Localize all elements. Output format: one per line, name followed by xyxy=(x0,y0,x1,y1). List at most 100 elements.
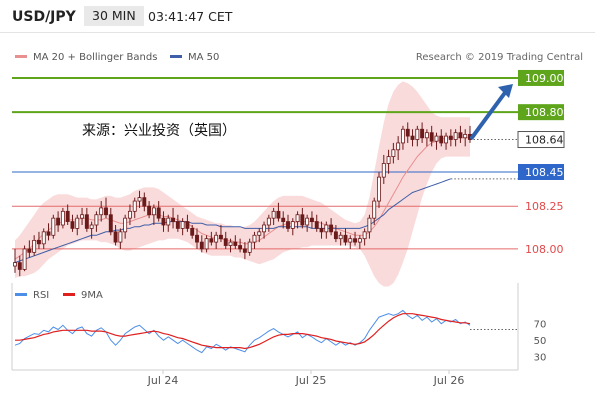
candle-body xyxy=(113,231,118,243)
price-label-box-108.64 xyxy=(517,131,565,149)
candle-body xyxy=(147,205,152,216)
candle-body xyxy=(132,200,137,212)
candle-body xyxy=(367,217,372,233)
candle-body xyxy=(41,231,46,245)
candle-body xyxy=(156,207,161,219)
candle-body xyxy=(185,221,190,229)
candle-body xyxy=(214,234,219,243)
candle-body xyxy=(108,214,113,233)
candle-body xyxy=(324,224,329,233)
x-axis-ticks: Jul 24 Jul 25 Jul 26 xyxy=(147,370,465,387)
ma9-legend-swatch xyxy=(63,293,75,296)
candle-body xyxy=(195,234,199,243)
candle-body xyxy=(271,210,276,219)
rsi-panel: 70 50 30 xyxy=(14,309,547,364)
candle-body xyxy=(453,132,458,140)
candle-body xyxy=(353,238,358,243)
candle-body xyxy=(329,224,334,233)
candle-body xyxy=(338,234,343,240)
candle-body xyxy=(142,197,147,207)
time-label: 03:41:47 CET xyxy=(148,9,233,24)
price-label-109.00: 109.00 xyxy=(525,72,564,85)
candle-body xyxy=(381,163,386,178)
candle-body xyxy=(223,238,228,246)
candle-body xyxy=(32,239,37,253)
candle-body xyxy=(429,132,434,142)
candle-body xyxy=(319,228,324,233)
price-label-108.45: 108.45 xyxy=(525,166,564,179)
price-panel: 109.00 108.80 108.64 108.45 108.25 108.00 xyxy=(12,69,565,287)
rsi-tick-50: 50 xyxy=(534,336,547,347)
candle-body xyxy=(391,149,396,158)
candle-body xyxy=(400,128,405,144)
candle-body xyxy=(228,241,233,246)
candle-body xyxy=(209,238,214,243)
candle-body xyxy=(60,210,65,226)
price-label-108.00: 108.00 xyxy=(525,243,564,256)
symbol-label: USD/JPY xyxy=(12,9,76,25)
candle-body xyxy=(51,217,56,236)
candle-body xyxy=(420,128,425,139)
target-arrow-shaft xyxy=(470,87,509,140)
candle-body xyxy=(46,231,51,236)
ma20-line xyxy=(14,137,470,260)
target-arrow-head xyxy=(498,83,513,98)
timeframe-button[interactable]: 30 MIN xyxy=(84,6,144,26)
candle-body xyxy=(218,234,223,240)
rsi-legend-label: RSI xyxy=(33,290,49,301)
price-label-box-108.80 xyxy=(518,104,564,121)
candle-body xyxy=(199,241,204,250)
price-label-108.25: 108.25 xyxy=(525,200,564,213)
rsi-tick-70: 70 xyxy=(534,320,547,331)
candle-body xyxy=(386,156,391,164)
candle-body xyxy=(22,248,27,270)
rsi-tick-30: 30 xyxy=(534,353,547,364)
candle-body xyxy=(444,135,449,144)
candle-body xyxy=(415,128,420,140)
candle-body xyxy=(27,248,32,253)
price-label-box-108.45 xyxy=(518,164,564,180)
ma20-legend-label: MA 20 + Bollinger Bands xyxy=(33,52,157,63)
candle-body xyxy=(286,221,290,229)
x-tick-label: Jul 25 xyxy=(295,374,327,387)
copyright-label: Research © 2019 Trading Central xyxy=(416,52,583,63)
candle-body xyxy=(17,262,22,270)
candle-body xyxy=(276,210,281,219)
candle-body xyxy=(242,248,247,253)
candle-body xyxy=(137,197,142,202)
candle-body xyxy=(238,245,243,250)
candle-body xyxy=(252,234,257,243)
candle-body xyxy=(84,214,89,229)
candle-body xyxy=(247,241,252,253)
candle-body xyxy=(180,221,185,229)
ma9-legend-label: 9MA xyxy=(81,290,103,301)
rsi-series-9ma xyxy=(15,313,471,350)
ma50-legend-swatch xyxy=(170,55,182,58)
candle-body xyxy=(357,238,362,243)
candle-body xyxy=(290,221,295,229)
x-tick-label: Jul 26 xyxy=(433,374,465,387)
candle-body xyxy=(300,214,305,226)
candle-body xyxy=(56,217,61,226)
candle-body xyxy=(13,262,17,267)
candle-body xyxy=(151,207,156,216)
candle-body xyxy=(118,231,123,243)
candle-body xyxy=(127,210,132,219)
candle-body xyxy=(266,217,271,226)
rsi-legend: RSI 9MA xyxy=(15,290,103,301)
candle-body xyxy=(65,210,70,222)
x-tick-label: Jul 24 xyxy=(147,374,179,387)
candle-body xyxy=(343,234,348,243)
chart-header: USD/JPY 30 MIN 03:41:47 CET xyxy=(0,0,595,33)
candle-body xyxy=(458,132,463,139)
rsi-series-rsi xyxy=(14,309,471,354)
price-label-108.80: 108.80 xyxy=(525,106,564,119)
candle-body xyxy=(161,217,166,226)
candle-body xyxy=(410,135,415,140)
price-label-108.64: 108.64 xyxy=(525,134,564,147)
candle-body xyxy=(333,231,338,240)
ma50-legend-label: MA 50 xyxy=(188,52,219,63)
candle-body xyxy=(314,221,319,229)
candle-body xyxy=(36,239,41,245)
